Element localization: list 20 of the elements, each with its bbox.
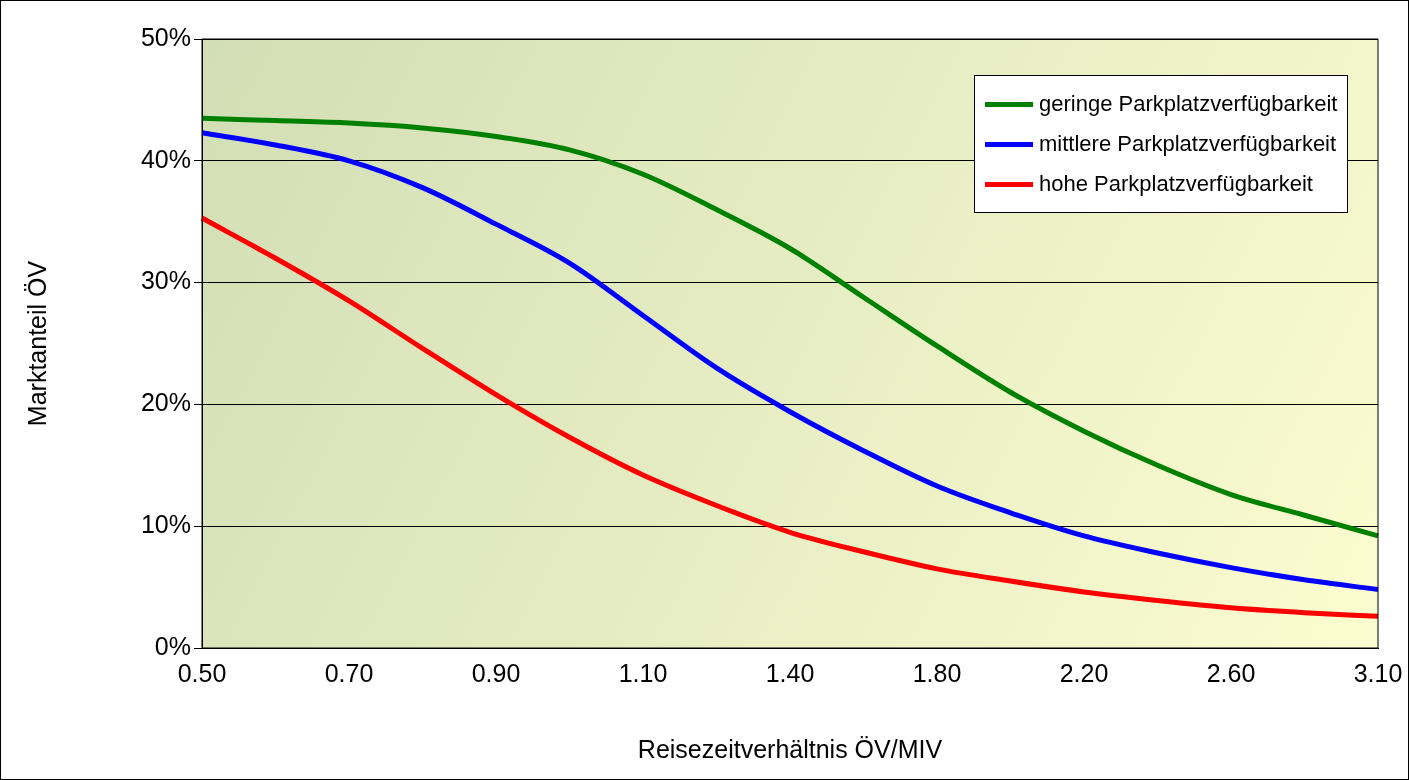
y-tick-label: 20% [140,388,191,417]
legend-label: mittlere Parkplatzverfügbarkeit [1039,131,1337,157]
legend-label: hohe Parkplatzverfügbarkeit [1039,171,1313,197]
x-tick-label: 2.20 [1059,658,1109,687]
y-tick-label: 30% [140,266,191,295]
y-tick-label: 50% [140,22,191,51]
y-tick-label: 10% [140,510,191,539]
y-tick-label: 0% [154,631,191,660]
x-tick-label: 0.90 [471,658,521,687]
y-axis-title: Marktanteil ÖV [22,260,51,427]
x-axis-title: Reisezeitverhältnis ÖV/MIV [637,734,943,763]
y-tick-label: 40% [140,144,191,173]
x-tick-label: 1.40 [765,658,815,687]
x-tick-label: 3.10 [1353,658,1403,687]
x-tick-label: 0.50 [177,658,227,687]
x-tick-label: 0.70 [324,658,374,687]
x-tick-label: 1.80 [912,658,962,687]
x-tick-label: 1.10 [618,658,668,687]
legend-label: geringe Parkplatzverfügbarkeit [1039,91,1338,117]
x-tick-label: 2.60 [1206,658,1256,687]
